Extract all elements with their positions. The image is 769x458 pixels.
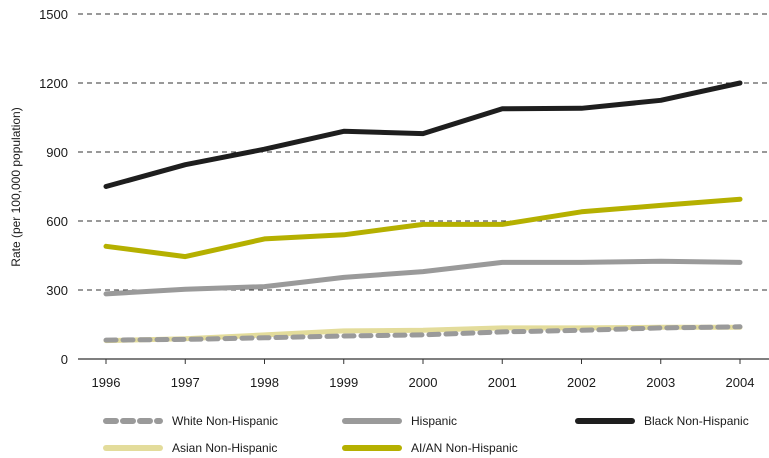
series-line-hispanic <box>103 258 743 297</box>
legend: White Non-Hispanic Hispanic Black Non-Hisp… <box>103 414 749 455</box>
y-tick-label: 1500 <box>39 7 68 22</box>
legend-label: AI/AN Non-Hispanic <box>411 441 518 455</box>
series-line-black-non-hispanic <box>103 80 743 189</box>
y-axis-ticks: 0 300 600 900 1200 1500 <box>39 7 68 367</box>
series-line-white-non-hispanic <box>103 324 743 343</box>
y-axis-label: Rate (per 100,000 population) <box>9 107 23 266</box>
legend-label: White Non-Hispanic <box>172 414 278 428</box>
legend-label: Asian Non-Hispanic <box>172 441 277 455</box>
gridlines <box>78 13 769 360</box>
y-tick-label: 600 <box>46 214 68 229</box>
x-tick-label: 2000 <box>409 375 438 390</box>
series-lines <box>103 80 743 344</box>
x-tick-label: 1996 <box>92 375 121 390</box>
x-tick-label: 2002 <box>567 375 596 390</box>
x-axis-ticks: 1996 1997 1998 1999 2000 2001 2002 2003 2004 <box>92 359 755 390</box>
x-tick-label: 1999 <box>329 375 358 390</box>
y-tick-label: 1200 <box>39 76 68 91</box>
x-tick-label: 2001 <box>488 375 517 390</box>
x-tick-label: 1998 <box>250 375 279 390</box>
x-tick-label: 2003 <box>646 375 675 390</box>
y-tick-label: 0 <box>61 352 68 367</box>
y-tick-label: 900 <box>46 145 68 160</box>
series-line-ai-an-non-hispanic <box>103 196 743 260</box>
x-tick-label: 2004 <box>726 375 755 390</box>
x-tick-label: 1997 <box>171 375 200 390</box>
legend-label: Hispanic <box>411 414 457 428</box>
legend-label: Black Non-Hispanic <box>644 414 749 428</box>
y-tick-label: 300 <box>46 283 68 298</box>
